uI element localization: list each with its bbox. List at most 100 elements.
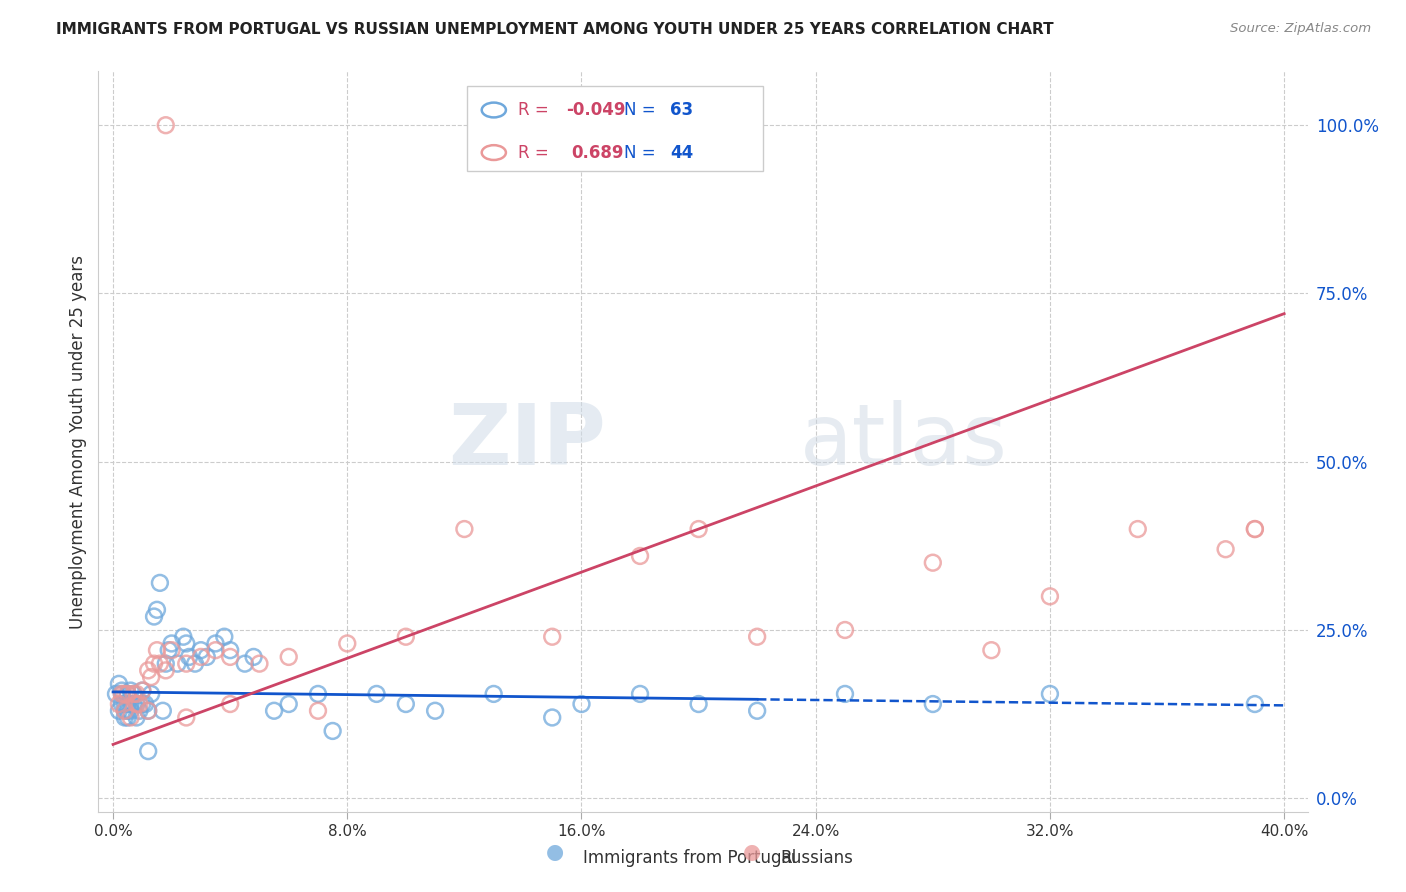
Point: [190, 649, 212, 664]
Point: [108, 677, 131, 691]
Point: [131, 697, 153, 711]
Point: [160, 636, 183, 650]
Point: [120, 704, 142, 718]
Text: 63: 63: [671, 101, 693, 119]
Point: [114, 704, 136, 718]
Point: [120, 683, 142, 698]
Point: [114, 704, 136, 718]
Point: [111, 697, 134, 711]
Point: [114, 687, 136, 701]
Point: [143, 609, 166, 624]
Point: [747, 704, 769, 718]
Point: [184, 657, 207, 671]
Point: [120, 710, 142, 724]
Point: [122, 687, 145, 701]
Point: [541, 710, 564, 724]
Text: Source: ZipAtlas.com: Source: ZipAtlas.com: [1230, 22, 1371, 36]
Point: [395, 697, 418, 711]
Text: -0.049: -0.049: [567, 101, 626, 119]
Point: [628, 549, 651, 563]
Point: [242, 649, 264, 664]
Point: [111, 683, 134, 698]
Text: Russians: Russians: [780, 849, 853, 867]
Point: [190, 643, 212, 657]
Text: 0.689: 0.689: [571, 144, 624, 161]
Point: [172, 630, 194, 644]
Point: [149, 657, 172, 671]
Point: [122, 687, 145, 701]
Point: [136, 704, 159, 718]
Point: [921, 697, 943, 711]
Point: [157, 643, 180, 657]
Point: [111, 687, 134, 701]
Y-axis label: Unemployment Among Youth under 25 years: Unemployment Among Youth under 25 years: [69, 254, 87, 629]
Point: [307, 704, 329, 718]
Point: [1039, 590, 1062, 604]
Point: [128, 697, 150, 711]
Point: [117, 687, 139, 701]
Point: [571, 697, 593, 711]
Point: [108, 697, 131, 711]
Point: [277, 697, 299, 711]
Point: [453, 522, 475, 536]
Point: [114, 710, 136, 724]
Point: [117, 704, 139, 718]
Point: [263, 704, 285, 718]
Point: [1244, 522, 1267, 536]
Point: [149, 575, 172, 590]
Point: [131, 683, 153, 698]
Point: [166, 657, 188, 671]
Point: [214, 630, 236, 644]
Point: [160, 643, 183, 657]
Point: [204, 636, 226, 650]
Point: [688, 697, 710, 711]
Text: ●: ●: [744, 842, 761, 862]
Point: [136, 704, 159, 718]
Point: [155, 118, 177, 132]
Point: [834, 687, 856, 701]
Point: [139, 687, 162, 701]
Point: [117, 687, 139, 701]
Point: [155, 657, 177, 671]
Point: [219, 697, 242, 711]
Point: [219, 649, 242, 664]
Point: [1039, 687, 1062, 701]
Text: R =: R =: [517, 101, 554, 119]
Point: [921, 556, 943, 570]
Point: [307, 687, 329, 701]
Point: [1215, 542, 1237, 557]
Text: 44: 44: [671, 144, 693, 161]
Point: [136, 664, 159, 678]
Point: [174, 657, 197, 671]
Point: [108, 704, 131, 718]
Point: [195, 649, 218, 664]
Point: [688, 522, 710, 536]
Point: [204, 643, 226, 657]
Point: [117, 697, 139, 711]
Point: [423, 704, 446, 718]
Point: [366, 687, 388, 701]
Point: [395, 630, 418, 644]
Point: [336, 636, 359, 650]
Point: [322, 723, 344, 738]
Text: ZIP: ZIP: [449, 400, 606, 483]
Point: [628, 687, 651, 701]
Point: [120, 697, 142, 711]
Text: N =: N =: [624, 101, 661, 119]
Text: ●: ●: [547, 842, 564, 862]
Point: [277, 649, 299, 664]
Point: [122, 697, 145, 711]
Point: [174, 710, 197, 724]
Point: [114, 697, 136, 711]
Point: [146, 603, 169, 617]
Point: [117, 710, 139, 724]
Text: atlas: atlas: [800, 400, 1008, 483]
Point: [104, 687, 127, 701]
Point: [125, 697, 148, 711]
Point: [143, 657, 166, 671]
Point: [1126, 522, 1149, 536]
Point: [125, 710, 148, 724]
Point: [179, 649, 201, 664]
Point: [1244, 522, 1267, 536]
Point: [174, 636, 197, 650]
